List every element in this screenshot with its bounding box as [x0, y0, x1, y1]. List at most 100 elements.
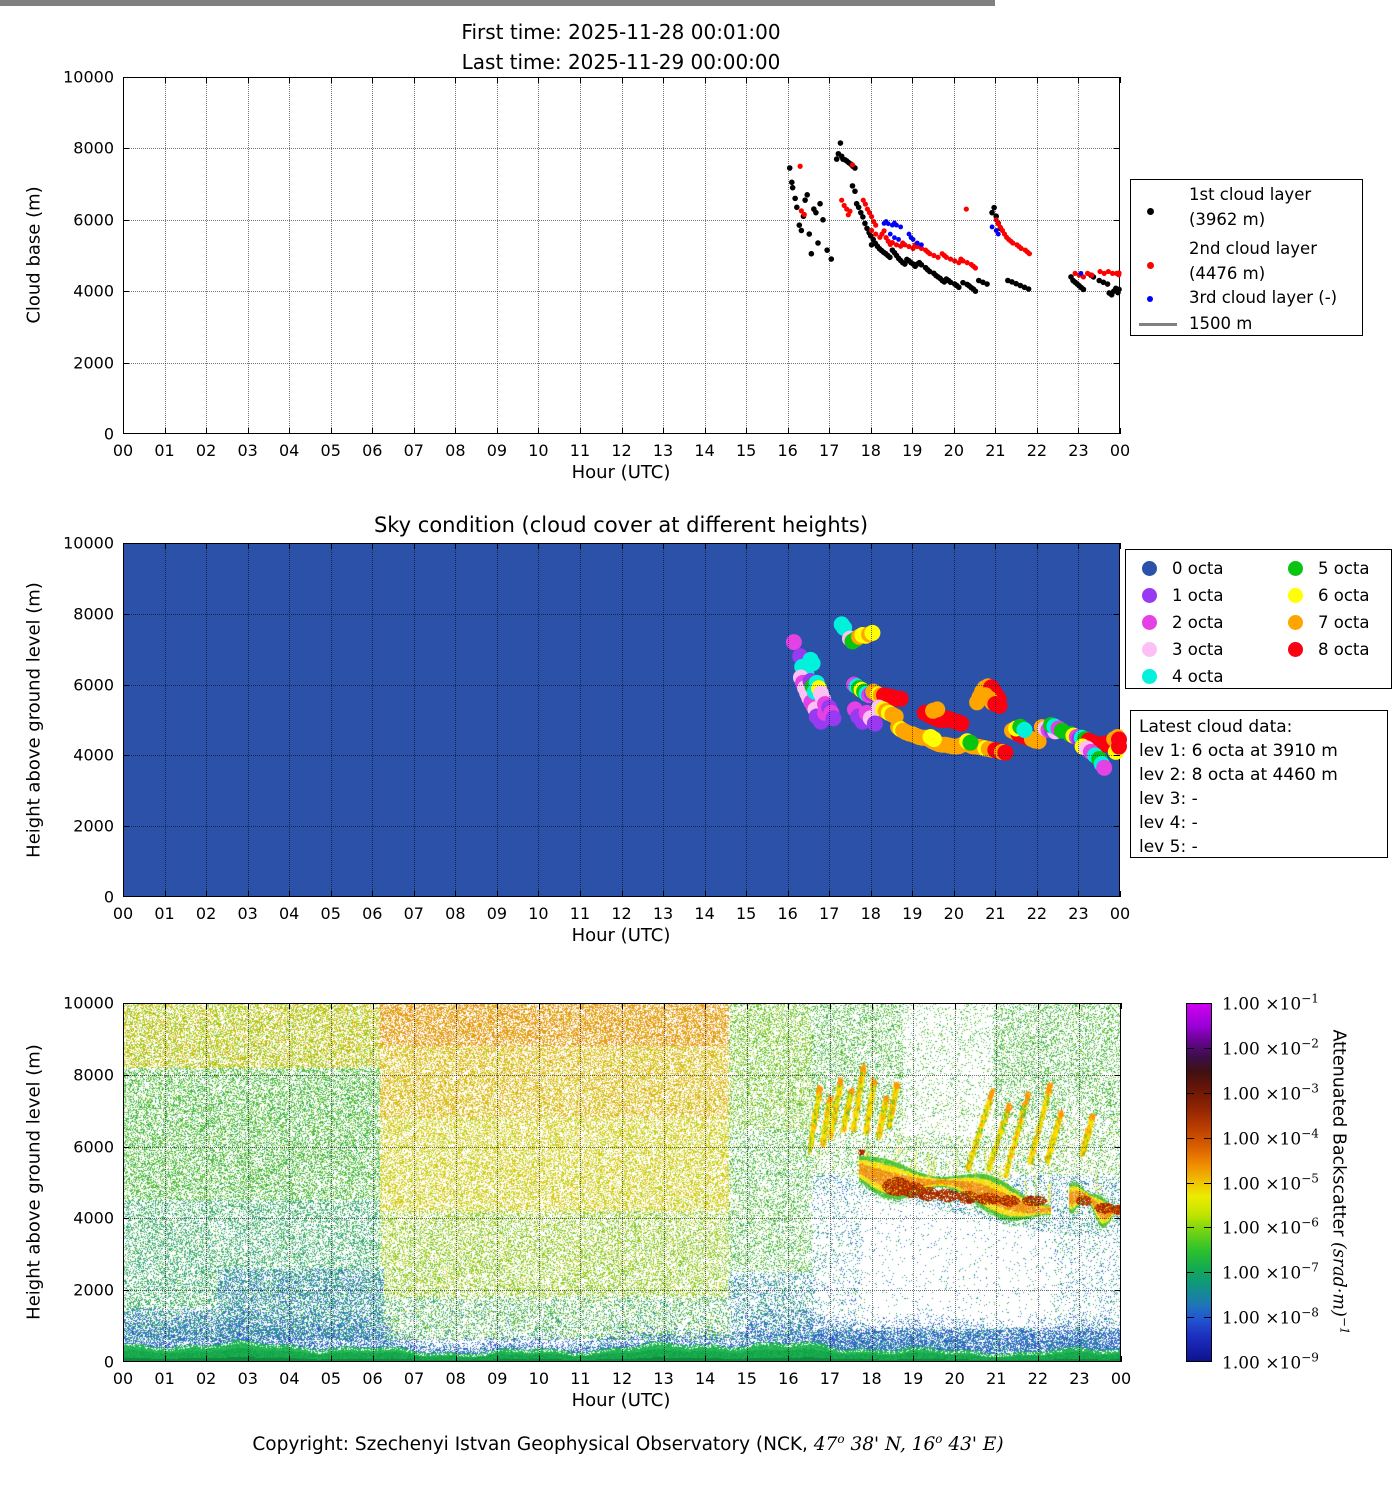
y-tick-label: 2000	[73, 1280, 114, 1300]
y-tickmark	[123, 613, 129, 615]
scatter-point	[914, 240, 920, 246]
octa-marker-icon	[1142, 669, 1157, 684]
x-tick-label: 16	[778, 1369, 799, 1388]
cloud-level-4: lev 4: -	[1139, 813, 1198, 833]
scatter-point	[808, 250, 815, 257]
x-tickmark	[663, 1003, 665, 1009]
y-tickmark	[123, 684, 129, 686]
v-gridline	[953, 543, 955, 897]
y-tickmark	[123, 1290, 129, 1292]
scatter-point	[797, 163, 803, 169]
x-tickmark	[829, 428, 831, 434]
p1-y-axis-label: Cloud base (m)	[23, 186, 45, 324]
x-tickmark	[496, 891, 498, 897]
x-tickmark	[870, 77, 872, 83]
x-tick-label: 07	[403, 904, 424, 923]
x-tickmark	[247, 891, 249, 897]
x-tick-label: 12	[611, 1369, 633, 1388]
x-tick-label: 13	[652, 904, 674, 923]
x-tick-label: 07	[403, 1369, 425, 1388]
y-tickmark	[123, 362, 129, 364]
colorbar-tick-label: 1.00 ×10−3	[1222, 1081, 1319, 1105]
scatter-point	[881, 228, 887, 234]
y-tickmark	[1114, 362, 1120, 364]
first-layer-detail: (3962 m)	[1189, 210, 1266, 229]
y-tick-label: 10000	[63, 993, 114, 1013]
v-gridline	[1037, 1003, 1039, 1362]
v-gridline	[497, 1003, 499, 1362]
x-tickmark	[870, 428, 872, 434]
colorbar-tickmark	[1187, 1272, 1194, 1274]
y-tick-label: 8000	[73, 138, 114, 158]
scatter-point	[857, 209, 864, 216]
v-gridline	[164, 1003, 166, 1362]
scatter-point	[885, 221, 891, 227]
v-gridline	[912, 77, 914, 434]
colorbar-tickmark	[1187, 1182, 1194, 1184]
y-tick-label: 0	[103, 887, 114, 907]
x-tickmark	[455, 428, 457, 434]
x-tickmark	[455, 1003, 457, 1009]
x-tickmark	[123, 77, 124, 83]
scatter-point	[864, 225, 870, 232]
x-tickmark	[746, 1356, 748, 1362]
scatter-point	[931, 252, 937, 259]
scatter-point	[1018, 245, 1024, 251]
x-tickmark	[996, 1356, 998, 1362]
scatter-point	[873, 231, 879, 237]
title-sky-condition: Sky condition (cloud cover at different …	[373, 513, 869, 537]
x-tickmark	[829, 1003, 831, 1009]
colorbar-tickmark	[1204, 1137, 1211, 1139]
scatter-point	[892, 235, 897, 241]
x-tickmark	[621, 543, 623, 549]
colorbar-tickmark	[1204, 1317, 1211, 1319]
x-tick-label: 18	[861, 1369, 882, 1388]
octa-marker-icon	[1288, 588, 1303, 603]
x-tickmark	[247, 428, 249, 434]
third-layer-label: 3rd cloud layer (-)	[1189, 288, 1338, 307]
octa-label: 4 octa	[1172, 667, 1224, 686]
x-tickmark	[579, 428, 581, 434]
x-tickmark	[787, 77, 789, 83]
x-tickmark	[206, 891, 208, 897]
y-tickmark	[123, 1074, 129, 1076]
scatter-point	[1080, 274, 1087, 280]
title-first-time: First time: 2025-11-28 00:01:00	[461, 20, 781, 44]
p1-x-axis-label: Hour (UTC)	[571, 462, 671, 483]
x-tickmark	[746, 77, 748, 83]
x-tick-label: 09	[487, 1369, 508, 1388]
octa-label: 2 octa	[1172, 613, 1224, 632]
x-tickmark	[1078, 428, 1080, 434]
x-tickmark	[704, 543, 706, 549]
x-tick-label: 02	[195, 904, 217, 923]
colorbar-axis-label: Attenuated Backscatter (srad·m)−1	[1328, 1029, 1352, 1335]
x-tickmark	[663, 77, 665, 83]
x-tick-label: 00	[1109, 904, 1131, 923]
threshold-line	[0, 3, 995, 6]
y-tick-label: 0	[103, 424, 114, 444]
scatter-point	[889, 240, 895, 246]
x-tickmark	[954, 1356, 956, 1362]
scatter-point	[1084, 270, 1091, 276]
h-gridline	[123, 755, 1120, 757]
octa-label: 8 octa	[1318, 640, 1370, 659]
scatter-point	[804, 192, 810, 198]
octa-label: 3 octa	[1172, 640, 1224, 659]
x-tickmark	[1079, 1356, 1081, 1362]
second-layer-detail: (4476 m)	[1189, 264, 1266, 283]
v-gridline	[496, 77, 498, 434]
colorbar-tickmark	[1187, 1317, 1194, 1319]
x-tick-label: 14	[694, 441, 715, 460]
scatter-point	[1030, 733, 1047, 750]
x-tick-label: 05	[320, 441, 341, 460]
x-tick-label: 22	[1026, 441, 1048, 460]
v-gridline	[496, 543, 498, 897]
x-tickmark	[206, 1356, 208, 1362]
scatter-point	[862, 220, 868, 227]
scatter-point	[898, 224, 904, 230]
y-tickmark	[123, 148, 129, 150]
v-gridline	[788, 1003, 790, 1362]
x-tickmark	[538, 428, 540, 434]
octa-marker-icon	[1288, 561, 1303, 576]
v-gridline	[164, 77, 166, 434]
